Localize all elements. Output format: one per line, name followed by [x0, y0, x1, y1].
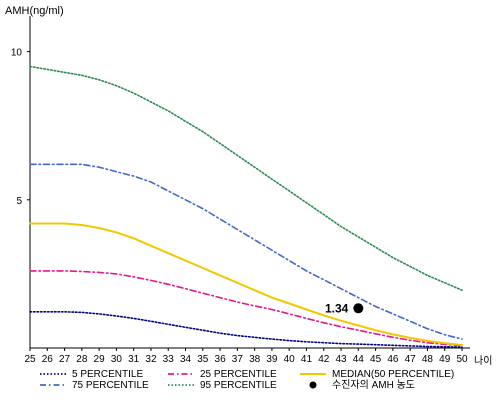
x-tick-label: 42 [318, 354, 330, 365]
x-tick-label: 34 [180, 354, 192, 365]
x-tick-label: 33 [163, 354, 175, 365]
x-tick-label: 41 [301, 354, 313, 365]
legend-label: 25 PERCENTILE [200, 369, 277, 380]
x-tick-label: 39 [266, 354, 278, 365]
legend-label: 수진자의 AMH 농도 [332, 379, 415, 391]
x-tick-label: 28 [76, 354, 88, 365]
x-tick-label: 50 [456, 354, 468, 365]
legend-label: 75 PERCENTILE [72, 380, 149, 391]
patient-point-marker [353, 303, 364, 314]
series-line [29, 270, 463, 347]
legend-point-marker [309, 381, 317, 389]
x-tick-label: 26 [42, 354, 54, 365]
x-tick-label: 32 [145, 354, 157, 365]
x-tick-label: 29 [94, 354, 106, 365]
x-tick-label: 30 [111, 354, 123, 365]
x-tick-label: 40 [284, 354, 296, 365]
x-tick-label: 37 [232, 354, 244, 365]
x-tick-label: 35 [197, 354, 209, 365]
x-tick-label: 45 [370, 354, 382, 365]
legend-label: 95 PERCENTILE [200, 380, 277, 391]
x-tick-label: 38 [249, 354, 261, 365]
legend-label: MEDIAN(50 PERCENTILE) [332, 369, 454, 380]
x-tick-label: 43 [335, 354, 347, 365]
axes: 5 10 25 26 27 28 29 30 31 32 33 34 35 36 37 38 39 40 41 42 4… [11, 16, 470, 365]
series-line [29, 65, 463, 292]
y-tick-label: 5 [16, 196, 22, 207]
series-line [29, 222, 463, 346]
y-axis-label: AMH(ng/ml) [5, 5, 64, 17]
patient-point-label: 1.34 [325, 301, 349, 315]
x-tick-label: 48 [422, 354, 434, 365]
series-line [29, 163, 463, 340]
x-tick-label: 36 [215, 354, 227, 365]
x-tick-label: 49 [439, 354, 451, 365]
x-tick-label: 27 [59, 354, 71, 365]
legend-label: 5 PERCENTILE [72, 369, 143, 380]
x-tick-label: 47 [405, 354, 417, 365]
series-lines [29, 65, 463, 348]
y-tick-label: 10 [11, 48, 23, 59]
patient-point: 1.34 [325, 301, 364, 315]
x-tick-label: 25 [24, 354, 36, 365]
x-axis-label: 나이 [474, 355, 492, 367]
series-line [29, 310, 463, 348]
x-tick-label: 31 [128, 354, 140, 365]
x-tick-label: 44 [353, 354, 365, 365]
x-tick-label: 46 [387, 354, 399, 365]
